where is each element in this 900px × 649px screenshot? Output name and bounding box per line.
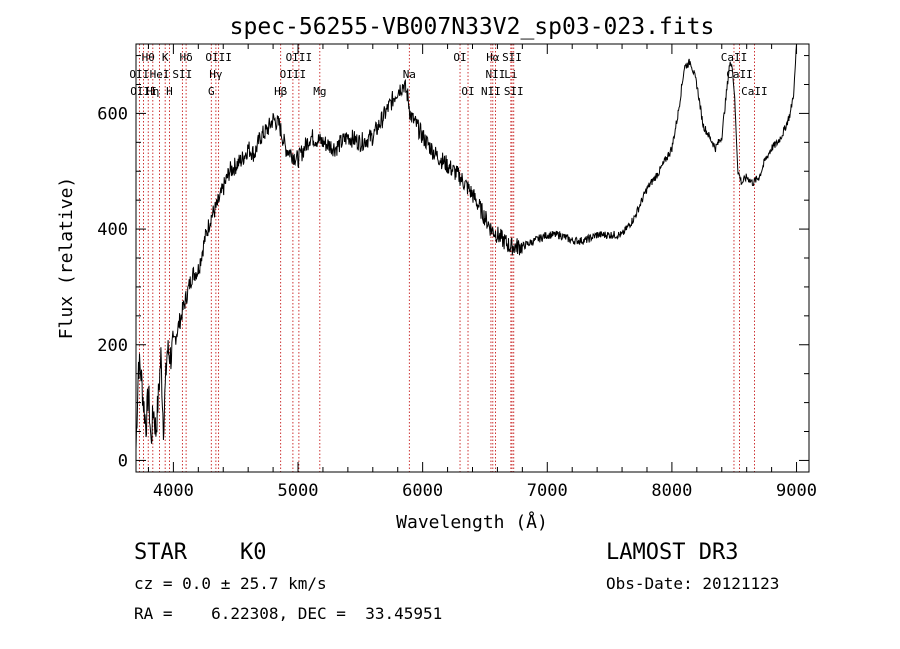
spectral-line-label: K [162, 51, 169, 64]
x-tick-label: 6000 [402, 481, 443, 501]
axis-ticks: 4000 5000 6000 7000 8000 9000 0 200 400 600 [97, 44, 817, 501]
object-subclass: K0 [240, 540, 267, 565]
x-tick-label: 8000 [651, 481, 692, 501]
spectral-line-label: NII [485, 68, 505, 81]
spectral-line-label: Hγ [209, 68, 223, 81]
y-tick-label: 400 [97, 220, 128, 240]
plot-frame [135, 43, 810, 473]
spectral-line-label: G [208, 85, 215, 98]
spectral-line-label: OII [129, 68, 149, 81]
y-tick-label: 200 [97, 336, 128, 356]
spectral-line-label: CaII [721, 51, 748, 64]
series-layer [135, 43, 797, 450]
spectral-line-label: Hα [486, 51, 500, 64]
spectral-line-label: OIII [205, 51, 232, 64]
spectral-line-label: OIII [280, 68, 307, 81]
spectral-line-label: H [166, 85, 173, 98]
spectral-line-label: OIII [130, 85, 157, 98]
x-tick-label: 4000 [153, 481, 194, 501]
spectral-line-label: Hη [146, 85, 159, 98]
spectral-line-label: Hθ [142, 51, 155, 64]
x-axis-label: Wavelength (Å) [396, 511, 548, 533]
spectral-line-label: Li [504, 68, 517, 81]
y-axis-label: Flux (relative) [56, 177, 77, 340]
spectral-line-label: SII [502, 51, 522, 64]
x-tick-label: 7000 [527, 481, 568, 501]
x-tick-label: 9000 [776, 481, 817, 501]
spectral-line-label: OI [453, 51, 466, 64]
spectral-line-label: Hδ [179, 51, 192, 64]
spectral-line-label: OI [461, 85, 474, 98]
coordinates: RA = 6.22308, DEC = 33.45951 [134, 604, 443, 623]
series-line-spectrum [135, 43, 797, 450]
obs-date: Obs-Date: 20121123 [606, 574, 780, 593]
chart-title: spec-56255-VB007N33V2_sp03-023.fits [230, 14, 715, 40]
spectral-line-label: OIII [286, 51, 313, 64]
y-tick-label: 0 [118, 451, 128, 471]
object-class: STAR [134, 540, 187, 565]
redshift-info: cz = 0.0 ± 25.7 km/s [134, 574, 327, 593]
spectral-line-label: CaII [741, 85, 768, 98]
spectral-line-label: Hβ [274, 85, 288, 98]
x-tick-label: 5000 [278, 481, 319, 501]
spectral-line-label: Na [403, 68, 416, 81]
spectral-line-label: HeI [150, 68, 170, 81]
spectral-line-label: SII [504, 85, 524, 98]
survey-name: LAMOST DR3 [606, 540, 739, 565]
spectral-line-label: SII [172, 68, 192, 81]
spectral-line-label: Mg [313, 85, 326, 98]
y-tick-label: 600 [97, 104, 128, 124]
spectral-line-label: CaII [726, 68, 753, 81]
spectral-line-label: NII [481, 85, 501, 98]
